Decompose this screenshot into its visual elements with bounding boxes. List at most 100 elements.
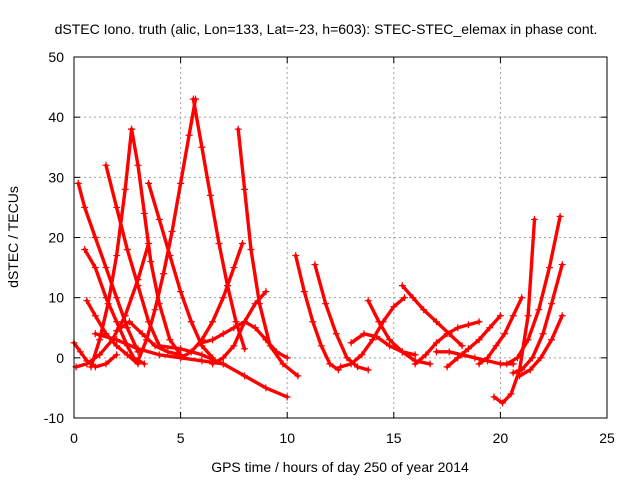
data-point [230, 342, 238, 350]
data-point [209, 336, 217, 344]
data-point [400, 294, 408, 302]
series-line [294, 253, 341, 372]
data-point [134, 276, 142, 284]
data-point [121, 185, 129, 193]
data-point [102, 264, 110, 272]
data-point [113, 327, 121, 335]
data-point [241, 372, 249, 380]
data-point [81, 246, 89, 254]
data-point [134, 357, 142, 365]
data-point [230, 324, 238, 332]
data-point [513, 354, 521, 362]
data-point [102, 161, 110, 169]
series-line [210, 289, 268, 366]
data-point [206, 191, 214, 199]
y-tick-label: 20 [48, 230, 64, 246]
data-point [526, 366, 534, 374]
series-arc-20 [311, 261, 372, 374]
plot-frame [73, 56, 608, 419]
chart-title: dSTEC Iono. truth (alic, Lon=133, Lat=-2… [55, 21, 598, 37]
data-point [294, 372, 302, 380]
data-point [151, 306, 159, 314]
data-point [232, 318, 240, 326]
data-point [123, 246, 131, 254]
data-point [501, 330, 509, 338]
data-point [113, 294, 121, 302]
data-point [113, 351, 121, 359]
data-point [496, 360, 504, 368]
data-point [445, 348, 453, 356]
series-line [505, 214, 562, 366]
data-point [507, 390, 515, 398]
series-line [89, 127, 134, 369]
data-point [219, 294, 227, 302]
data-point [556, 212, 564, 220]
data-point [409, 294, 417, 302]
data-point [104, 300, 112, 308]
data-point [113, 203, 121, 211]
data-point [279, 360, 287, 368]
data-point [166, 336, 174, 344]
data-point [251, 324, 259, 332]
data-point [300, 288, 308, 296]
data-point [535, 306, 543, 314]
x-tick-labels: 0 5 10 15 20 25 [70, 430, 615, 446]
data-point [516, 372, 524, 380]
data-point [422, 351, 430, 359]
data-point [475, 360, 483, 368]
data-point [537, 354, 545, 362]
data-point [74, 179, 82, 187]
data-point [354, 363, 362, 371]
data-point [147, 258, 155, 266]
data-point [247, 246, 255, 254]
series-arc-32 [475, 294, 526, 368]
series-line [400, 283, 464, 348]
series-arc-30 [509, 261, 566, 377]
data-point [545, 264, 553, 272]
data-point [411, 351, 419, 359]
x-tick-label: 5 [177, 430, 185, 446]
data-point [531, 215, 539, 223]
data-point [177, 288, 185, 296]
data-point [230, 264, 238, 272]
data-point [140, 360, 148, 368]
series-arc-25 [411, 318, 483, 368]
data-point [83, 360, 91, 368]
data-point [241, 318, 249, 326]
data-point [177, 345, 185, 353]
data-point [499, 399, 507, 407]
data-point [492, 342, 500, 350]
data-point [524, 312, 532, 320]
data-point [386, 336, 394, 344]
data-point [81, 203, 89, 211]
data-point [347, 360, 355, 368]
data-point [102, 360, 110, 368]
series-arc-31 [516, 312, 566, 380]
data-point [76, 348, 84, 356]
data-point [283, 354, 291, 362]
data-point [432, 318, 440, 326]
data-point [123, 351, 131, 359]
series-arc-27 [432, 348, 517, 368]
data-point [548, 336, 556, 344]
x-tick-label: 15 [386, 430, 402, 446]
series-arc-10 [189, 95, 249, 353]
data-point [138, 330, 146, 338]
data-point [219, 360, 227, 368]
data-point [113, 252, 121, 260]
data-point [317, 342, 325, 350]
data-point [91, 264, 99, 272]
data-point [262, 384, 270, 392]
data-point [411, 360, 419, 368]
data-point [503, 360, 511, 368]
data-point [113, 336, 121, 344]
data-point [292, 252, 300, 260]
data-point [168, 227, 176, 235]
data-point [262, 288, 270, 296]
data-point [337, 363, 344, 371]
data-point [198, 339, 206, 347]
data-point [471, 354, 479, 362]
axis-ticks [73, 56, 608, 419]
data-point [83, 297, 91, 305]
